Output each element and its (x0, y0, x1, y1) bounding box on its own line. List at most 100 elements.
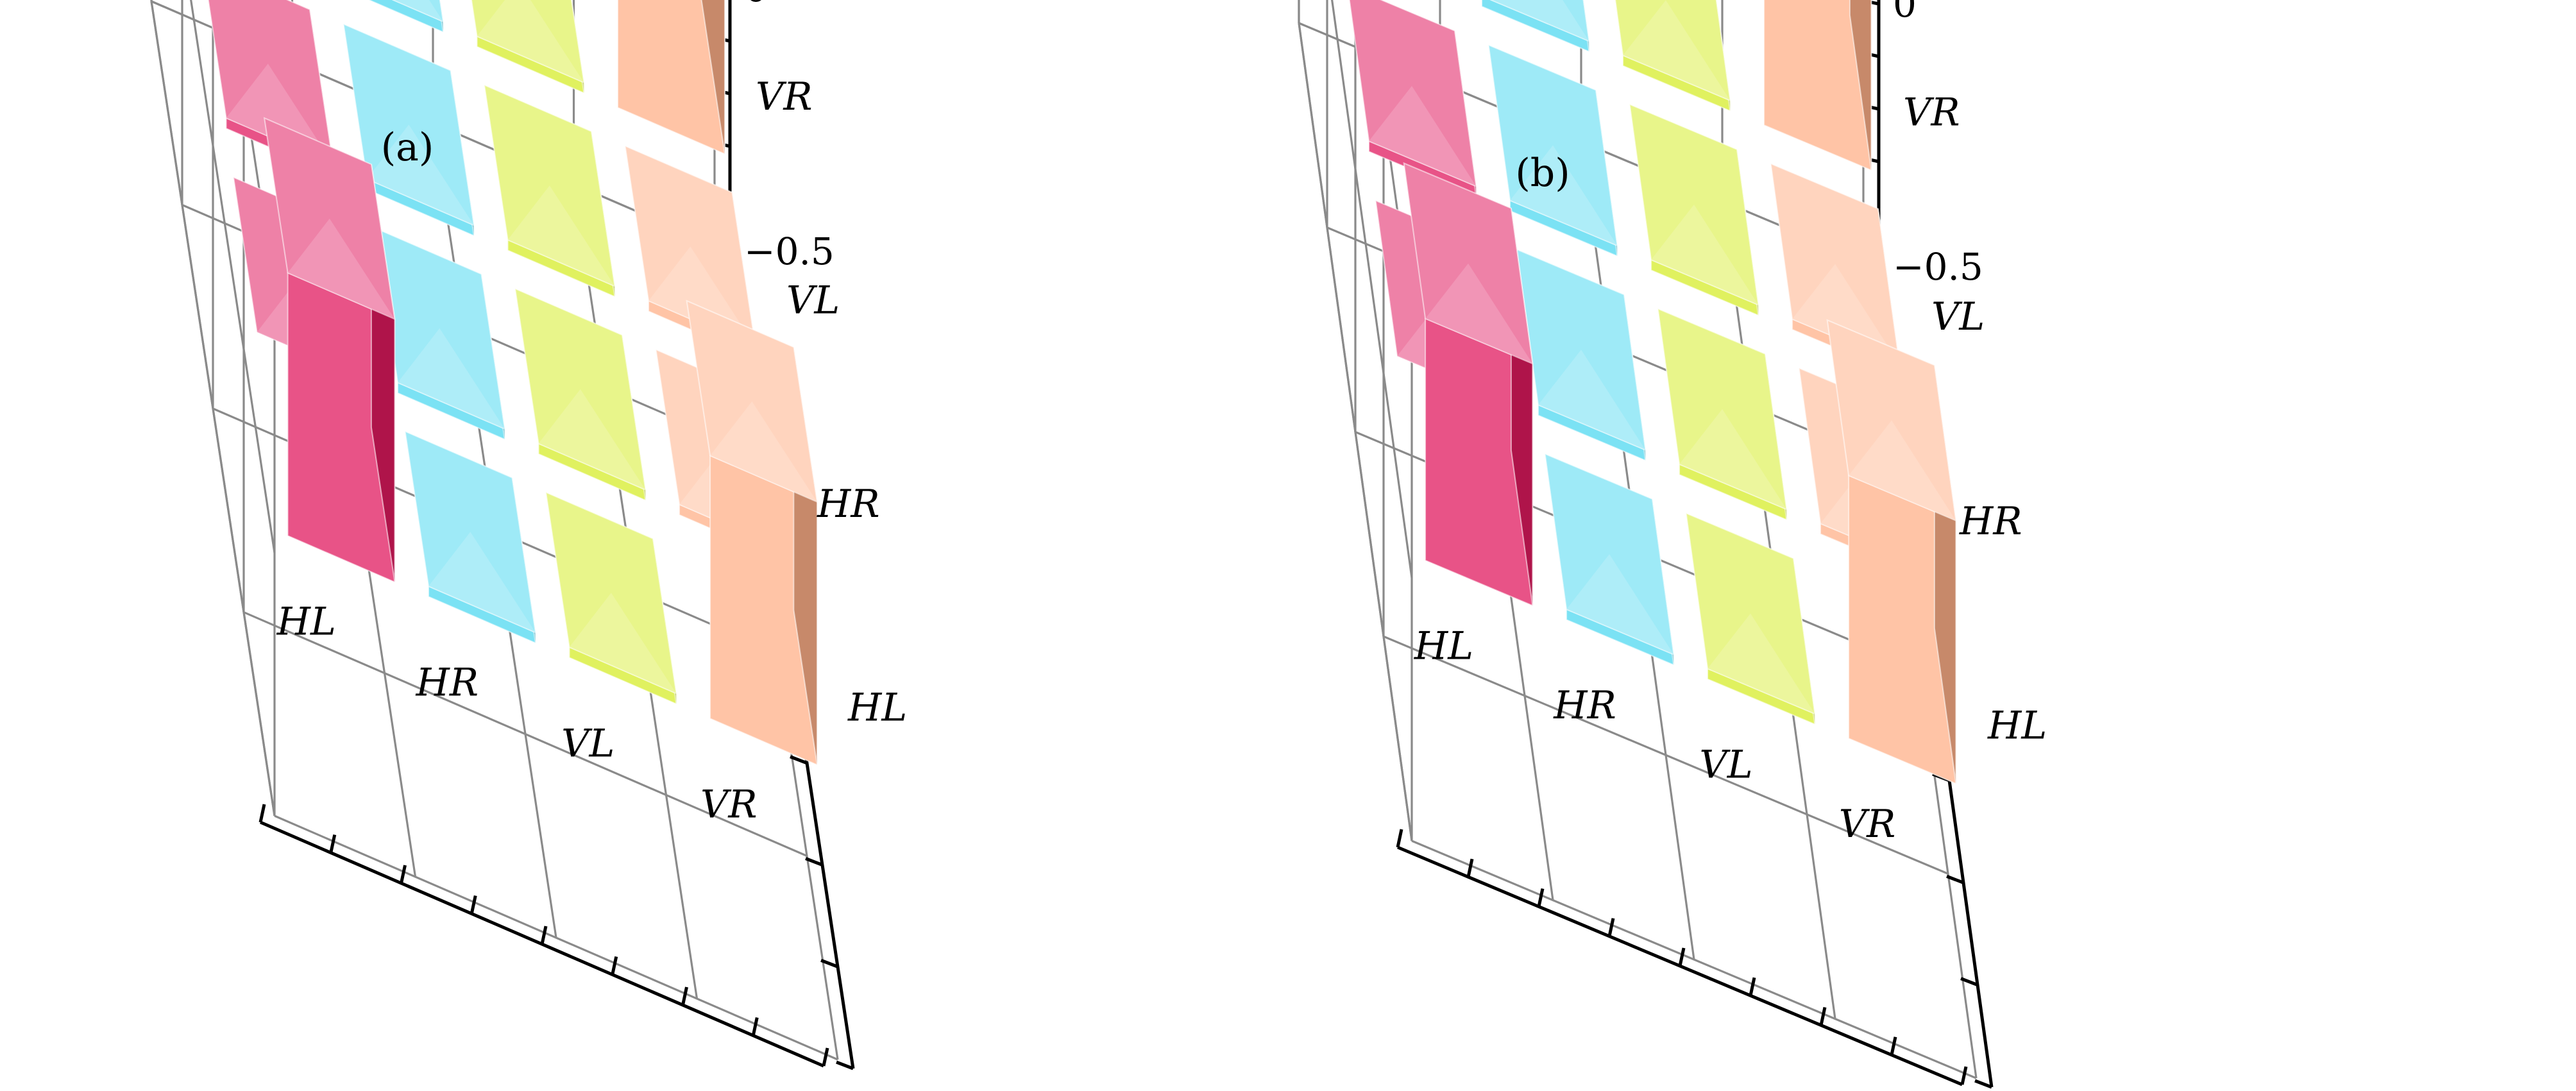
bar-front-face (617, 0, 725, 155)
row-label: VR (700, 782, 758, 827)
x-tick (540, 926, 548, 945)
bar (686, 300, 818, 766)
bar-top-facet (1369, 86, 1477, 187)
bar (1763, 0, 1872, 171)
bar (1614, 0, 1731, 112)
bar-top-facet (287, 218, 395, 319)
grid-line (1367, 0, 1413, 316)
bar (483, 83, 616, 298)
bar-top-facet (1849, 420, 1956, 521)
bar-front-face (1763, 0, 1872, 171)
x-tick (611, 956, 618, 976)
grid-line (230, 0, 276, 291)
x-tick (258, 804, 266, 823)
bar-top-facet (398, 328, 505, 429)
panel-label: (a) (381, 125, 434, 170)
bar (404, 430, 537, 645)
bar-top-facet (507, 185, 615, 287)
z-tick-label: −0.5 (744, 230, 835, 273)
bar-top-facet (1425, 263, 1533, 364)
x-tick (1607, 918, 1615, 937)
panel-label: (b) (1515, 151, 1570, 196)
z-tick-label: 0 (1893, 0, 1917, 26)
y-tick (1960, 977, 1978, 986)
column-label: HL (1987, 704, 2047, 748)
bar (263, 117, 396, 584)
x-tick (1678, 947, 1686, 967)
bar-top-facet (710, 401, 817, 502)
bar (1685, 512, 1816, 725)
bar-top-facet (477, 0, 584, 83)
bar-top-facet (1679, 409, 1787, 509)
column-label: VL (786, 278, 840, 323)
bar-side-face (700, 0, 725, 155)
bar (343, 22, 475, 237)
bar (1403, 162, 1534, 607)
x-tick (751, 1017, 759, 1036)
row-label: VR (1839, 802, 1896, 847)
bar-top-facet (1491, 0, 1589, 41)
grid-line (150, 1, 276, 816)
x-tick (1396, 829, 1403, 848)
x-tick (1960, 1066, 1968, 1085)
bar-top-facet (1566, 554, 1674, 655)
bar-top-facet (393, 0, 443, 22)
row-label: HR (1553, 683, 1616, 728)
column-label: HL (847, 685, 907, 730)
column-label: VL (1931, 294, 1985, 339)
y-tick (790, 755, 808, 765)
bar-top-facet (1707, 613, 1815, 714)
bar-top-facet (1651, 205, 1759, 305)
grid-line (1298, 22, 1413, 842)
bar (1826, 319, 1957, 785)
bar (545, 491, 677, 706)
x-tick (1819, 1006, 1827, 1026)
y-tick (1946, 874, 1964, 884)
category-labels: HL HR VL VR HL HR VL VR (276, 74, 908, 827)
row-label: HR (416, 661, 479, 706)
bar (617, 0, 725, 155)
row-label: VL (1699, 742, 1752, 787)
bar-top-facet (1623, 0, 1731, 101)
bars (207, 0, 818, 766)
x-tick (681, 986, 688, 1006)
bar (1348, 0, 1477, 198)
bar-top-facet (538, 389, 646, 490)
row-label: HL (1414, 623, 1473, 668)
column-label: VR (756, 74, 813, 119)
bar-side-face (1849, 0, 1872, 171)
bar-top-facet (1510, 145, 1618, 246)
bar (1481, 0, 1590, 53)
bar-top-facet (569, 593, 677, 694)
bar (1629, 103, 1759, 317)
bar-top-facet (1538, 350, 1646, 450)
grid-line (1331, 0, 1413, 579)
y-tick (820, 958, 838, 968)
z-tick-label: −0.5 (1893, 245, 1983, 289)
x-tick (329, 834, 337, 854)
y-tick (836, 1060, 854, 1070)
x-tick (1466, 858, 1474, 877)
grid-line (190, 0, 276, 554)
bar (1516, 248, 1647, 462)
row-label: HL (276, 600, 336, 645)
x-tick (400, 865, 407, 884)
x-tick (1749, 977, 1756, 996)
x-tick (1537, 888, 1545, 908)
row-label: VL (561, 722, 614, 766)
column-label: HR (817, 482, 880, 527)
bar (1544, 453, 1675, 666)
bar (471, 0, 585, 94)
y-tick (805, 857, 823, 867)
bar (373, 226, 506, 441)
bars (1348, 0, 1957, 785)
bar (514, 287, 647, 502)
bar (1487, 44, 1618, 257)
bar (1657, 307, 1788, 521)
column-label: VR (1903, 90, 1960, 135)
y-tick (1974, 1079, 1992, 1089)
x-tick (1890, 1036, 1897, 1056)
